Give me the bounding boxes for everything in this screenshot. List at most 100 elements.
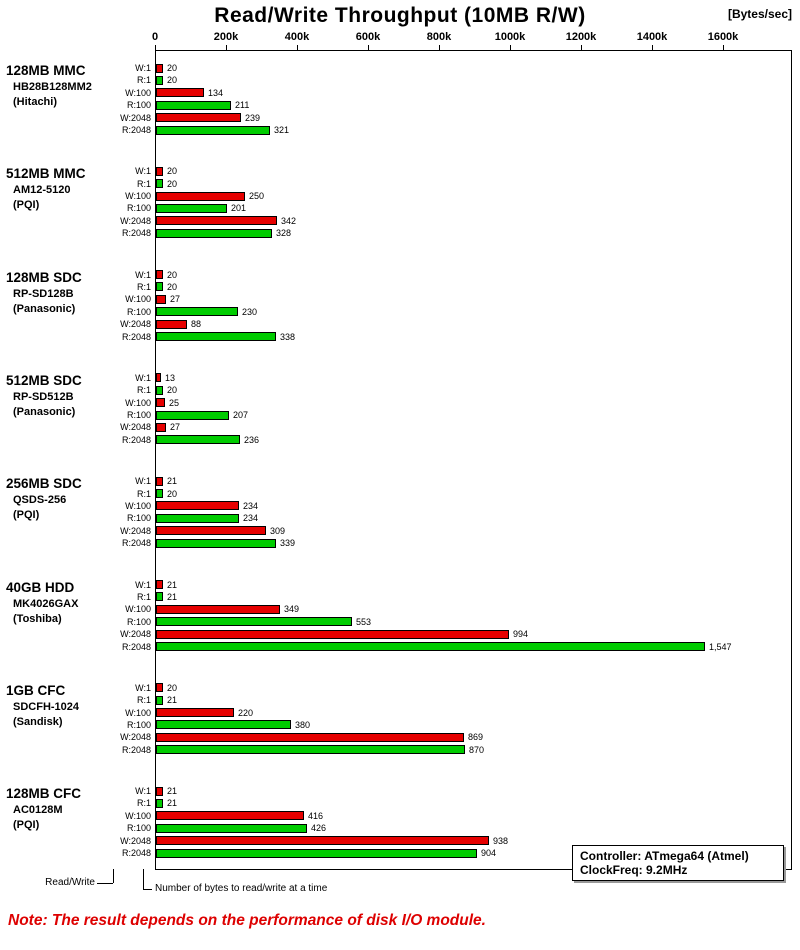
device-label: 1GB CFC SDCFH-1024 (Sandisk) xyxy=(6,682,152,730)
read-bar xyxy=(156,513,239,523)
chart-group: 512MB MMC AM12-5120 (PQI) W:1 20 R:1 20 W:100 25… xyxy=(0,165,800,239)
bar-row-label: R:1 xyxy=(136,798,151,809)
read-bar xyxy=(156,435,240,445)
device-model: SDCFH-1024 xyxy=(13,700,80,713)
device-label: 128MB MMC HB28B128MM2 (Hitachi) xyxy=(6,62,152,110)
bar-row-label: R:2048 xyxy=(121,434,151,445)
bar-value-label: 994 xyxy=(513,629,529,640)
write-bar xyxy=(156,319,187,329)
bar-value-label: 234 xyxy=(243,513,259,524)
bar-value-label: 328 xyxy=(276,228,292,239)
read-bar xyxy=(156,385,163,395)
write-bar xyxy=(156,708,234,718)
chart-row: R:1 21 xyxy=(0,694,800,707)
bar-value-label: 339 xyxy=(280,538,296,549)
bar-value-label: 20 xyxy=(167,166,178,177)
controller-line: Controller: ATmega64 (Atmel) xyxy=(580,849,749,863)
bar-row-label: W:2048 xyxy=(120,525,151,536)
chart-row: W:100 25 xyxy=(0,397,800,410)
chart-row: R:2048 870 xyxy=(0,744,800,757)
chart-row: W:2048 938 xyxy=(0,835,800,848)
bar-value-label: 27 xyxy=(170,294,181,305)
bar-row-label: W:100 xyxy=(125,397,151,408)
device-model: AM12-5120 xyxy=(13,184,71,197)
x-axis-tick-label: 600k xyxy=(355,31,381,43)
bar-value-label: 904 xyxy=(481,848,497,859)
chart-row: W:2048 994 xyxy=(0,628,800,641)
write-bar xyxy=(156,786,163,796)
read-bar xyxy=(156,720,291,730)
chart-row: R:1 20 xyxy=(0,384,800,397)
read-bar xyxy=(156,332,276,342)
legend-read-write-label: Read/Write xyxy=(45,877,95,888)
bar-row-label: W:1 xyxy=(135,579,151,590)
x-axis-tick-label: 0 xyxy=(151,31,159,43)
device-name: 40GB HDD xyxy=(6,579,75,595)
device-model: RP-SD512B xyxy=(13,390,74,403)
footer-note: Note: The result depends on the performa… xyxy=(8,912,486,929)
bar-value-label: 20 xyxy=(167,385,178,396)
bar-value-label: 13 xyxy=(165,372,176,383)
device-label: 128MB CFC AC0128M (PQI) xyxy=(6,785,152,833)
bar-row-label: R:100 xyxy=(126,823,151,834)
chart-row: W:1 20 xyxy=(0,682,800,695)
bar-value-label: 21 xyxy=(167,591,178,602)
write-bar xyxy=(156,398,165,408)
legend-connector-line xyxy=(97,883,113,884)
bar-value-label: 870 xyxy=(469,744,485,755)
bar-row-label: R:100 xyxy=(126,410,151,421)
device-maker: (PQI) xyxy=(13,819,40,832)
bar-row-label: R:100 xyxy=(126,100,151,111)
device-label: 40GB HDD MK4026GAX (Toshiba) xyxy=(6,579,152,627)
chart-group: 1GB CFC SDCFH-1024 (Sandisk) W:1 20 R:1 21 W:10… xyxy=(0,682,800,756)
chart-row: R:1 20 xyxy=(0,488,800,501)
bar-row-label: W:100 xyxy=(125,87,151,98)
read-bar xyxy=(156,848,477,858)
bar-row-label: W:100 xyxy=(125,191,151,202)
bar-row-label: W:1 xyxy=(135,372,151,383)
bar-value-label: 20 xyxy=(167,178,178,189)
write-bar xyxy=(156,166,163,176)
bar-value-label: 380 xyxy=(295,719,311,730)
chart-row: W:100 416 xyxy=(0,810,800,823)
bar-value-label: 236 xyxy=(244,434,260,445)
write-bar xyxy=(156,811,304,821)
read-bar xyxy=(156,642,705,651)
legend-bytes-note: Number of bytes to read/write at a time xyxy=(155,883,328,894)
clockfreq-line: ClockFreq: 9.2MHz xyxy=(580,863,688,877)
chart-row: W:2048 869 xyxy=(0,731,800,744)
chart-row: R:2048 339 xyxy=(0,537,800,550)
read-bar xyxy=(156,798,163,808)
write-bar xyxy=(156,216,277,226)
x-axis-tick xyxy=(510,45,511,50)
bar-row-label: R:2048 xyxy=(121,848,151,859)
write-bar xyxy=(156,191,245,201)
bar-row-label: W:1 xyxy=(135,166,151,177)
bar-row-label: W:2048 xyxy=(120,629,151,640)
bar-value-label: 239 xyxy=(245,112,261,123)
bar-row-label: W:100 xyxy=(125,604,151,615)
chart-row: W:1 21 xyxy=(0,785,800,798)
bar-value-label: 211 xyxy=(235,100,250,111)
chart-group: 128MB MMC HB28B128MM2 (Hitachi) W:1 20 R:1 20 W… xyxy=(0,62,800,136)
write-bar xyxy=(156,113,241,123)
bar-row-label: W:100 xyxy=(125,294,151,305)
device-name: 1GB CFC xyxy=(6,682,66,698)
read-bar xyxy=(156,228,272,238)
write-bar xyxy=(156,683,163,693)
write-bar xyxy=(156,294,166,304)
device-model: HB28B128MM2 xyxy=(13,81,92,93)
bar-value-label: 553 xyxy=(356,616,372,627)
bar-row-label: W:2048 xyxy=(120,835,151,846)
read-bar xyxy=(156,125,270,135)
chart-row: R:1 21 xyxy=(0,591,800,604)
chart-row: W:100 250 xyxy=(0,190,800,203)
bar-value-label: 220 xyxy=(238,707,254,718)
chart-row: R:2048 328 xyxy=(0,227,800,240)
bar-value-label: 869 xyxy=(468,732,484,743)
bar-value-label: 20 xyxy=(167,63,178,73)
write-bar xyxy=(156,373,161,383)
device-label: 128MB SDC RP-SD128B (Panasonic) xyxy=(6,269,152,317)
bar-value-label: 321 xyxy=(274,125,290,135)
chart-group: 128MB SDC RP-SD128B (Panasonic) W:1 20 R:1 20 W… xyxy=(0,269,800,343)
